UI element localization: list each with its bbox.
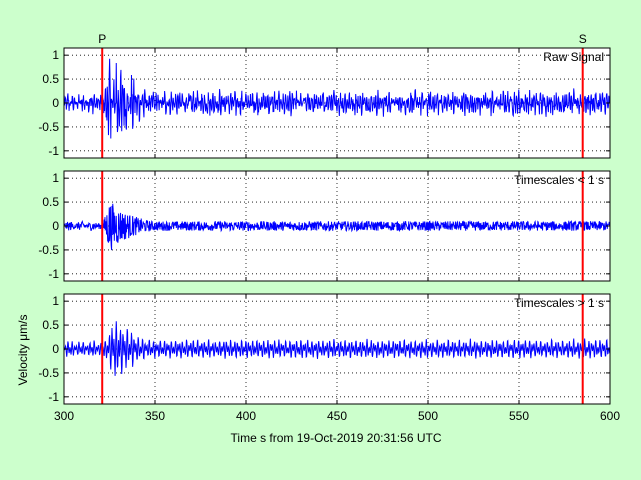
y-tick-label: 0 <box>52 96 59 110</box>
y-tick-label: 0.5 <box>42 318 59 332</box>
y-tick-label: 0 <box>52 219 59 233</box>
signal-trace <box>63 58 611 139</box>
y-tick-label: -0.5 <box>38 243 59 257</box>
y-tick-label: 1 <box>52 171 59 185</box>
y-tick-label: -0.5 <box>38 120 59 134</box>
x-tick-label: 350 <box>145 409 165 423</box>
y-tick-label: -1 <box>48 144 59 158</box>
x-tick-label: 300 <box>54 409 74 423</box>
y-tick-label: 1 <box>52 48 59 62</box>
y-tick-label: -1 <box>48 390 59 404</box>
panel-2: -1 -0.5 0 0.5 1 Timescales < 1 s <box>38 170 611 282</box>
x-tick-label: 600 <box>600 409 620 423</box>
panel-title: Timescales < 1 s <box>514 173 604 187</box>
signal-trace <box>63 203 611 251</box>
panel-3: -1 -0.5 0 0.5 1 300 350 400 450 500 550 600 Timescal… <box>38 293 620 423</box>
panels-group: -1 -0.5 0 0.5 1 Raw Signal P S -1 -0.5 0 0.5 1 Timesc… <box>38 32 620 423</box>
panel-1: -1 -0.5 0 0.5 1 Raw Signal P S <box>38 32 611 159</box>
x-tick-label: 450 <box>327 409 347 423</box>
y-tick-label: -1 <box>48 267 59 281</box>
signal-trace <box>63 321 611 376</box>
phase-marker-label-s: S <box>579 32 587 46</box>
x-tick-label: 500 <box>418 409 438 423</box>
x-tick-label: 550 <box>509 409 529 423</box>
panel-title: Raw Signal <box>543 50 604 64</box>
phase-marker-label-p: P <box>98 32 106 46</box>
y-tick-label: 0 <box>52 342 59 356</box>
y-tick-label: 1 <box>52 294 59 308</box>
y-tick-label: 0.5 <box>42 195 59 209</box>
y-tick-label: 0.5 <box>42 72 59 86</box>
panel-title: Timescales > 1 s <box>514 296 604 310</box>
y-axis-label: Velocity μm/s <box>16 315 30 386</box>
x-axis-label: Time s from 19-Oct-2019 20:31:56 UTC <box>231 431 442 445</box>
x-tick-label: 400 <box>236 409 256 423</box>
y-tick-label: -0.5 <box>38 366 59 380</box>
